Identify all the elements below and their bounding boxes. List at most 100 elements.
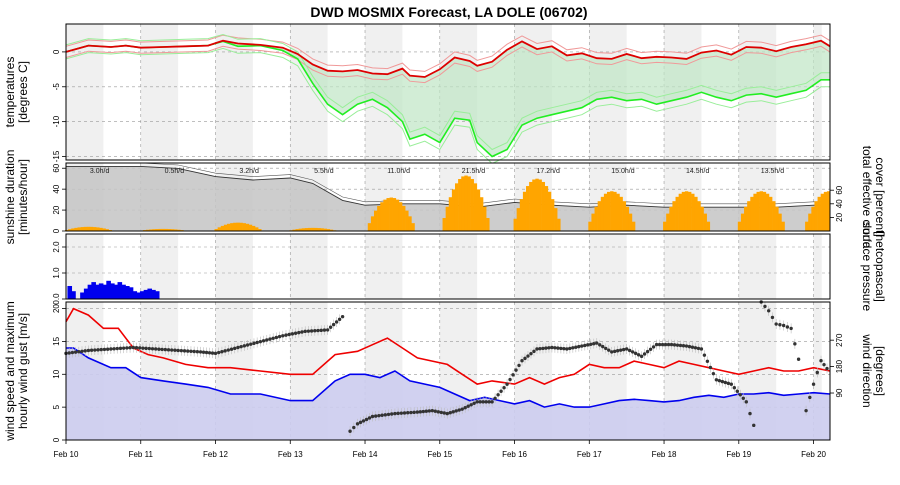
daily-sunshine-label: 15.0h/d (611, 168, 634, 175)
wind-direction-point (278, 335, 281, 338)
wind-direction-point (458, 408, 461, 411)
wind-direction-point (655, 343, 658, 346)
wind-direction-point (709, 366, 712, 369)
wind-direction-point (183, 349, 186, 352)
sunshine-bar (405, 211, 408, 231)
sunshine-bar (669, 207, 672, 231)
wind-direction-point (87, 349, 90, 352)
wind-direction-point (170, 348, 173, 351)
wind-direction-point (96, 348, 99, 351)
sunshine-bar (753, 194, 756, 231)
wind-direction-point (186, 349, 189, 352)
sunshine-bar (607, 192, 610, 231)
wind-direction-point (718, 379, 721, 382)
wind-direction-point (706, 360, 709, 363)
wind-direction-point (205, 351, 208, 354)
y-axis-label: wind speed and maximum (3, 301, 17, 441)
wind-direction-point (374, 414, 377, 417)
wind-direction-point (71, 351, 74, 354)
wind-direction-point (93, 348, 96, 351)
sunshine-bar (747, 201, 750, 231)
sunshine-bar (396, 200, 399, 231)
night-band (515, 234, 552, 299)
wind-direction-point (574, 346, 577, 349)
wind-direction-point (192, 350, 195, 353)
wind-direction-point (255, 341, 258, 344)
wind-direction-point (84, 349, 87, 352)
wind-direction-point (368, 416, 371, 419)
wind-direction-point (712, 372, 715, 375)
wind-direction-point (463, 406, 466, 409)
night-band (589, 234, 626, 299)
sunshine-bar (604, 194, 607, 231)
wind-direction-point (745, 400, 748, 403)
wind-direction-point (68, 351, 71, 354)
sunshine-bar (551, 199, 554, 231)
wind-direction-point (409, 411, 412, 414)
wind-direction-point (281, 334, 284, 337)
x-tick-label: Feb 14 (353, 450, 378, 459)
sunshine-bar (532, 180, 535, 231)
wind-direction-point (252, 342, 255, 345)
night-band (290, 234, 327, 299)
wind-direction-point (556, 346, 559, 349)
wind-direction-point (727, 382, 730, 385)
sunshine-bar (619, 197, 622, 231)
wind-direction-point (673, 343, 676, 346)
wind-direction-point (449, 411, 452, 414)
wind-direction-point (700, 347, 703, 350)
sunshine-bar (377, 206, 380, 231)
wind-direction-point (505, 383, 508, 386)
y-tick-label: -15 (52, 150, 61, 162)
sunshine-bar (446, 207, 449, 231)
wind-direction-point (688, 345, 691, 348)
sunshine-bar (679, 194, 682, 231)
sunshine-bar (805, 222, 808, 231)
sunshine-bar (246, 224, 249, 231)
x-tick-label: Feb 18 (652, 450, 677, 459)
wind-direction-point (236, 346, 239, 349)
wind-direction-point (730, 383, 733, 386)
sunshine-bar (239, 223, 242, 231)
y-axis-label: hourly wind gust [m/s] (16, 313, 30, 429)
wind-direction-point (616, 349, 619, 352)
daily-sunshine-label: 3.0h/d (90, 168, 110, 175)
sunshine-bar (818, 197, 821, 231)
wind-direction-point (440, 411, 443, 414)
sunshine-bar (390, 198, 393, 231)
wind-direction-point (154, 347, 157, 350)
daily-sunshine-label: 21.5h/d (462, 168, 485, 175)
y-axis-label: temperatures (3, 57, 17, 128)
wind-direction-point (384, 413, 387, 416)
wind-direction-point (300, 330, 303, 333)
wind-direction-point (380, 414, 383, 417)
wind-direction-point (697, 347, 700, 350)
sunshine-bar (480, 197, 483, 231)
wind-direction-point (571, 346, 574, 349)
wind-direction-point (484, 400, 487, 403)
sunshine-bar (467, 176, 470, 231)
sunshine-bar (744, 207, 747, 231)
y2-axis-label: cover [percent] (873, 157, 887, 236)
y-tick-label: -5 (52, 83, 61, 91)
wind-direction-point (667, 343, 670, 346)
wind-direction-point (103, 348, 106, 351)
sunshine-bar (775, 207, 778, 231)
sunshine-bar (704, 214, 707, 231)
sunshine-bar (374, 211, 377, 231)
sunshine-bar (517, 208, 520, 231)
sunshine-bar (443, 218, 446, 231)
wind-direction-point (138, 346, 141, 349)
wind-direction-point (511, 373, 514, 376)
wind-direction-point (789, 327, 792, 330)
sunshine-bar (588, 222, 591, 231)
wind-direction-point (685, 344, 688, 347)
wind-direction-point (297, 331, 300, 334)
sunshine-bar (449, 197, 452, 231)
wind-direction-point (825, 367, 828, 370)
sunshine-bar (601, 197, 604, 231)
wind-direction-point (403, 411, 406, 414)
